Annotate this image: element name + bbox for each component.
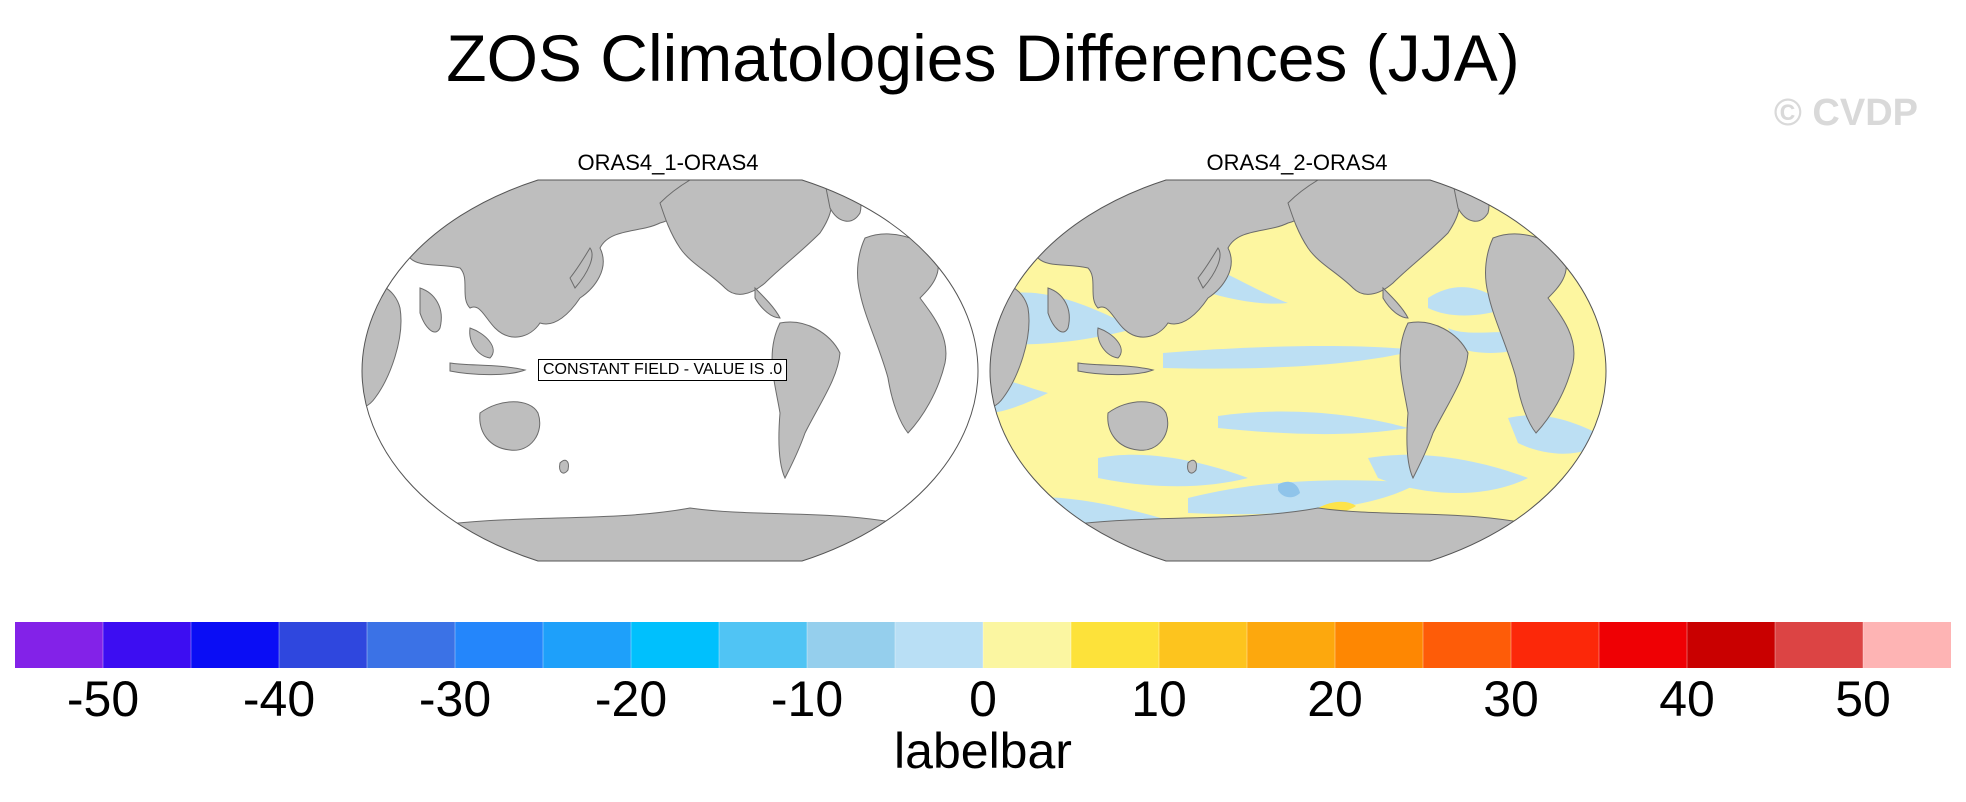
land-southeast-asia bbox=[1097, 327, 1122, 359]
map-border-right bbox=[989, 179, 1607, 562]
colorbar-swatch bbox=[895, 622, 984, 668]
neg-region bbox=[1098, 454, 1248, 487]
colorbar-ticks: -50 -40 -30 -20 -10 0 10 20 30 40 50 bbox=[0, 670, 1966, 730]
colorbar bbox=[15, 622, 1951, 668]
colorbar-swatch bbox=[367, 622, 456, 668]
land-antarctica bbox=[990, 507, 1606, 561]
land-australia bbox=[479, 401, 541, 451]
land-japan bbox=[1197, 247, 1221, 289]
land-new-zealand bbox=[1187, 459, 1197, 474]
colorbar-swatch bbox=[1599, 622, 1688, 668]
land-new-zealand bbox=[559, 459, 569, 474]
constant-field-note: CONSTANT FIELD - VALUE IS .0 bbox=[538, 359, 788, 381]
colorbar-swatch bbox=[1511, 622, 1600, 668]
land-india bbox=[1047, 287, 1070, 333]
land-south-america bbox=[771, 321, 841, 480]
right-panel-title: ORAS4_2-ORAS4 bbox=[1206, 150, 1388, 175]
colorbar-swatch bbox=[1423, 622, 1512, 668]
right-map bbox=[989, 179, 1607, 562]
colorbar-swatch bbox=[983, 622, 1072, 668]
land-southeast-asia bbox=[469, 327, 494, 359]
colorbar-tick-label: 10 bbox=[1131, 671, 1187, 727]
colorbar-tick-label: -30 bbox=[418, 671, 492, 727]
cvdp-watermark: © CVDP bbox=[1773, 92, 1918, 134]
colorbar-tick-label: -40 bbox=[242, 671, 316, 727]
colorbar-tick-label: 50 bbox=[1835, 671, 1891, 727]
map-border-left bbox=[361, 179, 979, 562]
colorbar-tick-label: 40 bbox=[1659, 671, 1715, 727]
colorbar-swatch bbox=[1863, 622, 1951, 668]
colorbar-swatch bbox=[1687, 622, 1776, 668]
neg-region-strong bbox=[1278, 481, 1300, 498]
colorbar-swatch bbox=[543, 622, 632, 668]
neg-region bbox=[1188, 480, 1418, 515]
neg-region bbox=[1163, 346, 1418, 369]
colorbar-tick-label: 30 bbox=[1483, 671, 1539, 727]
colorbar-tick-label: -50 bbox=[66, 671, 140, 727]
figure-title: ZOS Climatologies Differences (JJA) bbox=[446, 21, 1520, 95]
colorbar-swatch bbox=[1159, 622, 1248, 668]
land-antarctica bbox=[362, 507, 978, 561]
land-north-america bbox=[659, 180, 833, 295]
colorbar-tick-label: 0 bbox=[969, 671, 997, 727]
colorbar-swatch bbox=[279, 622, 368, 668]
land-north-america bbox=[1287, 180, 1461, 295]
colorbar-swatch bbox=[103, 622, 192, 668]
neg-region bbox=[1368, 454, 1528, 493]
colorbar-swatch bbox=[1247, 622, 1336, 668]
left-map bbox=[361, 179, 979, 562]
land-indonesia bbox=[449, 362, 527, 376]
colorbar-swatch bbox=[1071, 622, 1160, 668]
land-india bbox=[419, 287, 442, 333]
colorbar-tick-label: -20 bbox=[594, 671, 668, 727]
land-right bbox=[990, 180, 1606, 561]
land-indonesia bbox=[1077, 362, 1155, 376]
left-panel-title: ORAS4_1-ORAS4 bbox=[577, 150, 759, 175]
colorbar-swatch bbox=[719, 622, 808, 668]
colorbar-swatch bbox=[1335, 622, 1424, 668]
colorbar-swatch bbox=[1775, 622, 1864, 668]
land-left bbox=[362, 180, 978, 561]
land-australia bbox=[1107, 401, 1169, 451]
land-japan bbox=[569, 247, 593, 289]
colorbar-swatch bbox=[455, 622, 544, 668]
colorbar-swatch bbox=[191, 622, 280, 668]
land-central-america bbox=[754, 286, 781, 319]
land-central-america bbox=[1382, 286, 1409, 319]
colorbar-swatch bbox=[15, 622, 104, 668]
colorbar-tick-label: -10 bbox=[770, 671, 844, 727]
colorbar-tick-label: 20 bbox=[1307, 671, 1363, 727]
colorbar-swatch bbox=[631, 622, 720, 668]
colorbar-label: labelbar bbox=[894, 723, 1072, 779]
colorbar-swatch bbox=[807, 622, 896, 668]
neg-region bbox=[1218, 411, 1408, 435]
land-south-america bbox=[1399, 321, 1469, 480]
